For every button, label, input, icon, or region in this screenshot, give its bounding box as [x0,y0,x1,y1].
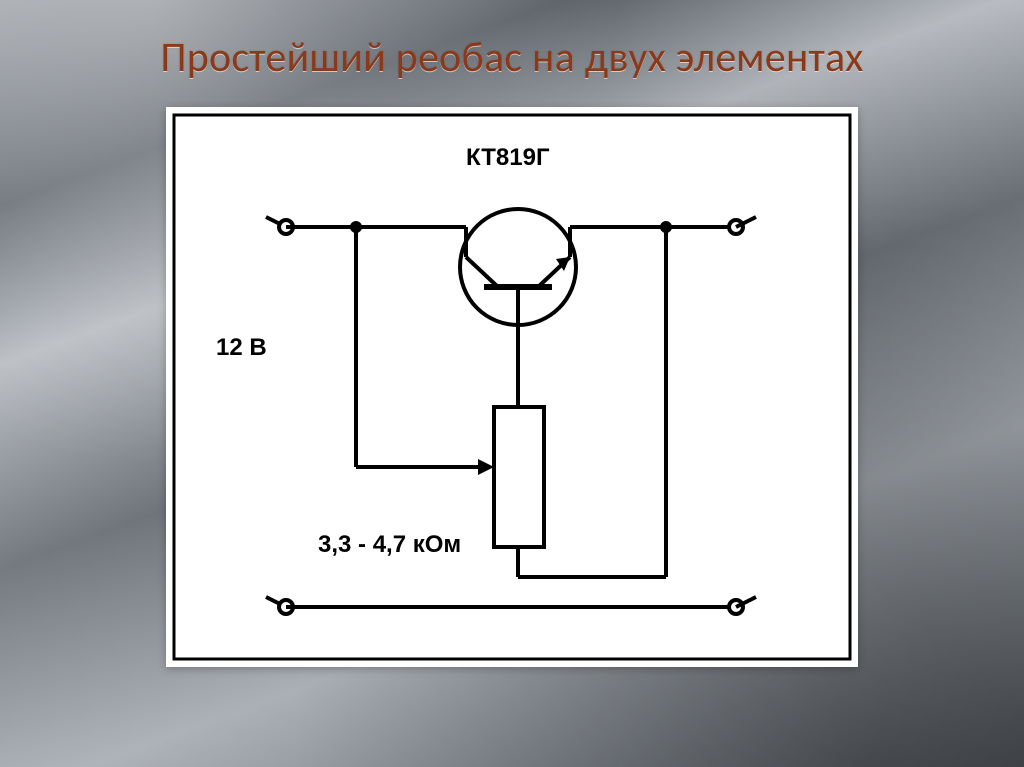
slide: Простейший реобас на двух элементах [0,0,1024,767]
panel-border [174,115,850,659]
supply-label: 12 В [216,334,267,361]
circuit-svg: КТ819Г 12 В 3,3 - 4,7 кОм [166,107,858,667]
diagram-panel: КТ819Г 12 В 3,3 - 4,7 кОм [166,107,858,667]
left-drop [352,223,360,467]
pot-body [494,407,544,547]
transistor [460,209,576,357]
pot-label: 3,3 - 4,7 кОм [318,531,461,558]
transistor-label: КТ819Г [466,144,550,171]
right-drop [662,223,670,577]
bottom-rail [266,597,756,614]
slide-title: Простейший реобас на двух элементах [0,32,1024,83]
pot-wiper-arrow [478,459,494,475]
